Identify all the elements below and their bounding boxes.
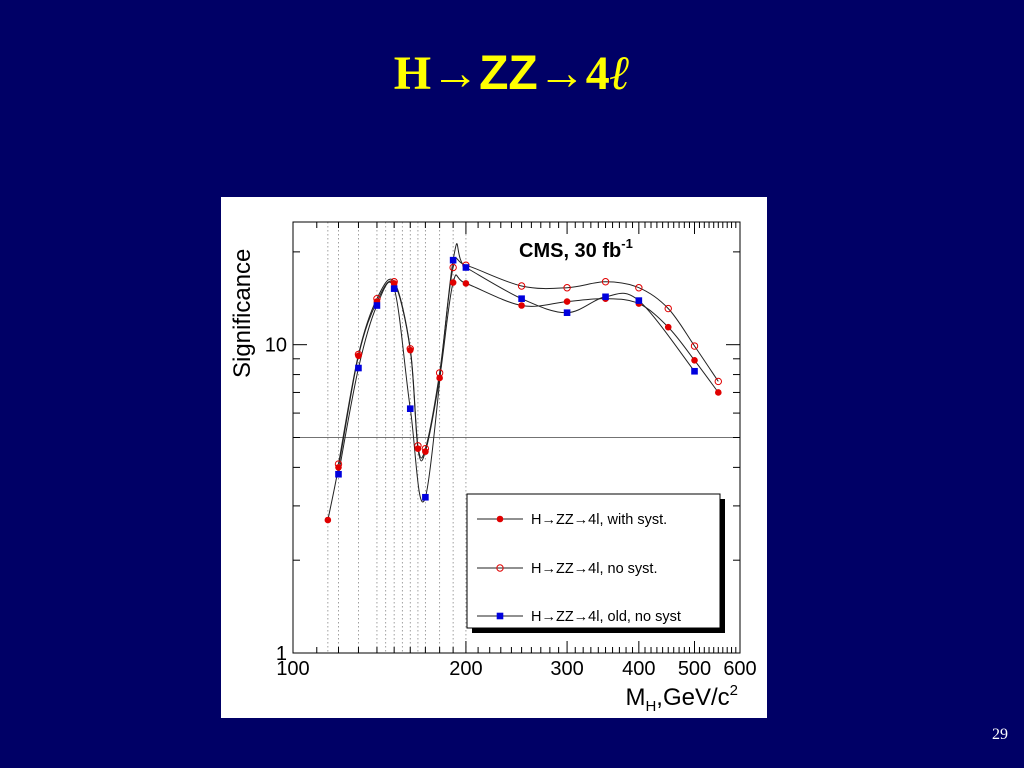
legend-entries: H→ZZ→4l, with syst. H→ZZ→4l, no syst. H→ZZ… [477, 512, 681, 625]
slide-title: H→ZZ→4ℓ [0, 44, 1024, 104]
data-point-series-3 [373, 302, 381, 309]
data-point-series-2 [714, 377, 722, 386]
data-point-series-3 [563, 309, 571, 316]
data-point-series-3 [462, 264, 470, 271]
x-tick-label: 300 [550, 658, 583, 680]
x-axis-label: MH,GeV/c2 [625, 682, 738, 715]
cms-annotation: CMS, 30 fb-1 [519, 236, 633, 262]
legend-marker [496, 515, 504, 523]
data-point-series-2 [421, 444, 430, 453]
page-number: 29 [992, 726, 1008, 743]
data-point-series-2 [435, 369, 444, 377]
legend-marker [496, 612, 504, 620]
data-point-series-2 [563, 284, 571, 292]
axis-ticks: 100 200 300 400 500 600 1 10 [265, 222, 757, 680]
data-point-series-1 [563, 298, 571, 305]
data-point-series-1 [390, 280, 398, 287]
data-point-series-3 [422, 493, 429, 501]
legend-entry-text: H→ZZ→4l, old, no syst [531, 609, 681, 625]
x-label-sup: 2 [730, 682, 738, 699]
data-point-series-3 [390, 285, 398, 292]
x-tick-label: 400 [622, 658, 655, 680]
data-point-series-1 [714, 389, 722, 396]
data-point-series-1 [449, 279, 457, 286]
data-point-series-2 [390, 278, 398, 286]
series-curves [327, 243, 719, 521]
data-point-series-2 [414, 442, 422, 450]
data-point-series-2 [664, 304, 672, 313]
x-tick-label: 100 [276, 658, 309, 680]
legend: H→ZZ→4l, with syst. H→ZZ→4l, no syst. H→ZZ… [466, 493, 725, 633]
y-tick-label: 10 [265, 335, 287, 357]
chart-figure: 100 200 300 400 500 600 1 10 CMS, 30 fb-1 Signi… [221, 197, 767, 718]
data-point-series-2 [601, 278, 610, 286]
x-label-main: M [625, 684, 645, 711]
data-point-series-2 [334, 460, 343, 468]
data-point-series-1 [324, 516, 332, 524]
legend-entry-text: H→ZZ→4l, no syst. [531, 561, 658, 577]
data-point-series-2 [406, 345, 414, 353]
y-axis-label: Significance [229, 249, 256, 378]
x-tick-label: 600 [723, 658, 756, 680]
title-zz: ZZ [479, 47, 538, 100]
data-point-series-2 [373, 294, 381, 303]
annotation-text: CMS, 30 fb [519, 240, 621, 262]
title-ell: ℓ [609, 47, 631, 100]
data-point-series-1 [436, 374, 443, 382]
title-four: 4 [585, 47, 610, 100]
data-point-series-3 [691, 367, 698, 375]
x-label-rest: ,GeV/c [656, 684, 729, 711]
series-curve-1 [327, 274, 719, 521]
annotation-superscript: -1 [621, 236, 633, 251]
data-point-series-3 [335, 470, 342, 478]
data-point-series-2 [354, 350, 363, 359]
data-point-series-1 [518, 302, 525, 309]
legend-marker [496, 564, 504, 572]
title-arrow-2: → [537, 47, 586, 100]
data-point-series-3 [602, 293, 609, 301]
data-point-series-2 [690, 342, 699, 350]
x-tick-label: 500 [678, 658, 711, 680]
series-markers [324, 256, 722, 524]
chart-svg: 100 200 300 400 500 600 1 10 CMS, 30 fb-1 Signi… [229, 221, 757, 715]
data-point-series-3 [449, 256, 457, 264]
title-arrow-1: → [431, 47, 480, 100]
data-point-series-3 [518, 295, 525, 302]
data-point-series-2 [635, 284, 643, 292]
y-tick-label: 1 [276, 643, 287, 665]
data-point-series-1 [664, 323, 672, 331]
x-tick-label: 200 [449, 658, 482, 680]
x-label-sub: H [645, 698, 656, 715]
data-point-series-3 [355, 364, 362, 372]
legend-entry-text: H→ZZ→4l, with syst. [531, 512, 667, 528]
data-point-series-3 [406, 405, 414, 412]
title-h: H [393, 47, 432, 100]
data-point-series-2 [517, 282, 526, 290]
data-point-series-1 [462, 280, 470, 287]
data-point-series-2 [449, 263, 457, 272]
data-point-series-1 [691, 356, 698, 364]
data-point-series-3 [635, 297, 643, 304]
